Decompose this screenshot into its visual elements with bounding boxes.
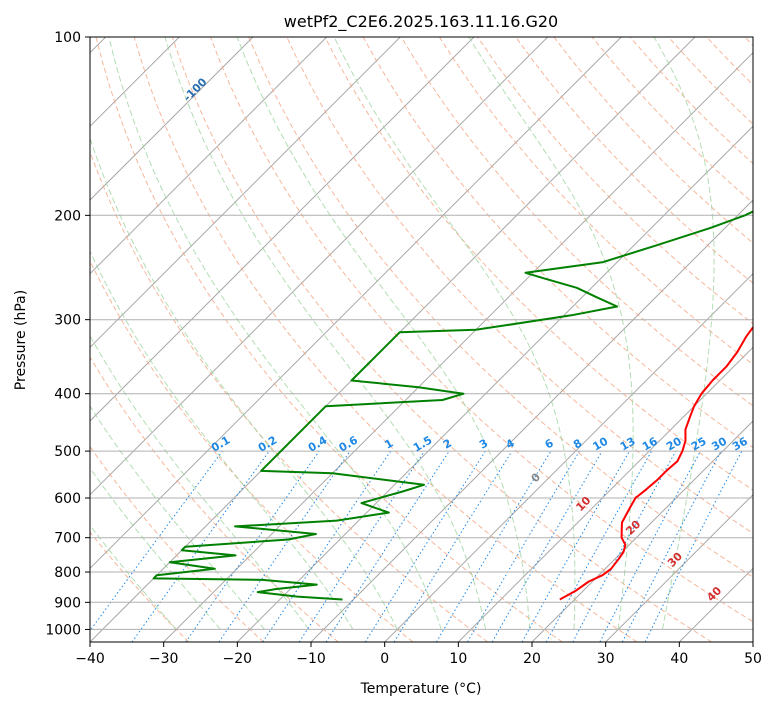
y-tick-label: 600 <box>54 491 81 507</box>
y-tick-label: 100 <box>54 30 81 46</box>
x-tick-label: 20 <box>523 651 541 667</box>
y-tick-label: 900 <box>54 595 81 611</box>
x-tick-label: 0 <box>380 651 389 667</box>
y-tick-label: 400 <box>54 387 81 403</box>
x-tick-label: −10 <box>296 651 326 667</box>
chart-title: wetPf2_C2E6.2025.163.11.16.G20 <box>284 12 558 32</box>
y-tick-label: 1000 <box>45 622 81 638</box>
x-tick-label: −30 <box>149 651 179 667</box>
x-tick-label: 10 <box>449 651 467 667</box>
y-tick-label: 700 <box>54 531 81 547</box>
y-tick-label: 200 <box>54 208 81 224</box>
y-axis-label: Pressure (hPa) <box>13 290 29 390</box>
y-tick-label: 300 <box>54 313 81 329</box>
x-tick-label: 40 <box>670 651 688 667</box>
y-tick-label: 800 <box>54 565 81 581</box>
x-axis-label: Temperature (°C) <box>360 681 482 697</box>
y-tick-label: 500 <box>54 444 81 460</box>
x-tick-label: −40 <box>75 651 105 667</box>
x-tick-label: 30 <box>597 651 615 667</box>
x-tick-label: −20 <box>223 651 253 667</box>
x-tick-label: 50 <box>744 651 762 667</box>
